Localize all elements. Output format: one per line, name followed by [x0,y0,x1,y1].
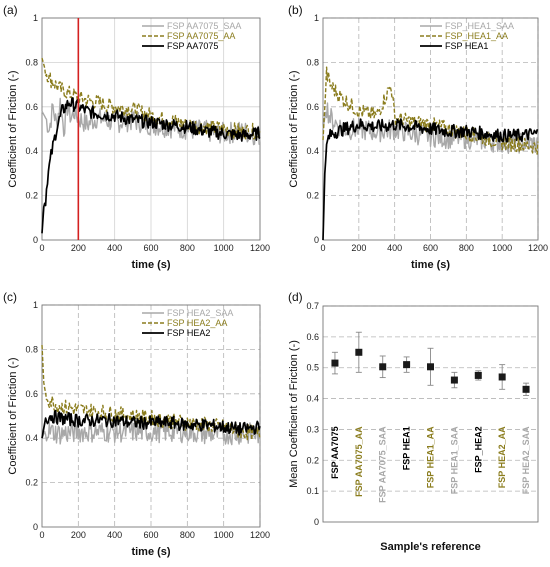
x-tick-label: 1000 [492,243,512,253]
y-axis-label: Coefficient of Friction (-) [7,357,19,474]
x-tick-label: 400 [107,530,122,540]
y-tick-label: 0 [33,235,38,245]
panel-label: (d) [288,290,303,304]
legend-entry: FSP HEA2_SAA [167,308,233,318]
x-tick-label: 200 [351,243,366,253]
data-point [403,361,411,369]
y-tick-label: 1 [314,13,319,23]
series-line-saa [322,102,539,154]
x-tick-label: 800 [459,243,474,253]
x-tick-label: 600 [423,243,438,253]
data-point [355,348,363,356]
x-axis-label: Sample's reference [380,541,480,553]
x-tick-label: 600 [143,243,158,253]
legend-entry: FSP_HEA1_AA [445,31,508,41]
y-tick-label: 0.4 [25,433,38,443]
y-tick-label: 0.8 [25,57,38,67]
panel-d-mean-friction: (d) 0 0.1 0.2 0.3 0.4 0.5 0.6 0.7 Sample's refere… [288,290,539,553]
series-line-saa [41,419,261,446]
y-tick-label: 0.4 [25,146,38,156]
category-label: FSP_HEA2 [473,426,483,473]
legend-entry: FSP HEA1 [445,41,488,51]
category-label: FSP AA7075_AA [354,426,364,497]
y-axis-label: Mean Coefficient of Friction (-) [288,340,300,488]
y-tick-label: 0.3 [306,424,319,434]
y-tick-label: 1 [33,300,38,310]
x-axis-label: time (s) [131,546,170,558]
data-point [427,363,434,371]
category-label: FSP HEA1_SAA [449,426,459,494]
category-label: FSP HEA1_AA [426,426,436,488]
x-axis-label: time (s) [411,259,450,271]
y-tick-label: 0.8 [306,57,319,67]
x-tick-label: 1200 [250,243,270,253]
y-tick-label: 0.1 [306,486,319,496]
panel-label: (a) [3,3,18,17]
category-label: FSP AA7075_SAA [378,426,388,503]
x-tick-label: 0 [39,530,44,540]
x-tick-label: 400 [387,243,402,253]
y-tick-label: 0.2 [306,191,319,201]
x-tick-label: 0 [39,243,44,253]
y-tick-label: 0.6 [25,389,38,399]
legend-entry: FSP HEA2 [167,328,210,338]
plot-frame [41,17,261,241]
panel-c-friction-vs-time: (c) 0 0.2 0.4 0.6 0.8 1 0 200 400 600 800 1000 1200 ti… [3,290,270,558]
data-point [522,385,530,393]
y-tick-label: 0.6 [25,102,38,112]
legend-entry: FSP AA7075_SAA [167,21,241,31]
category-label: FSP AA7075 [330,426,340,479]
y-tick-label: 1 [33,13,38,23]
category-label: FSP HEA1 [402,426,412,470]
data-point [474,371,482,379]
legend-entry: FSP AA7075 [167,41,218,51]
legend-entry: FSP HEA2_AA [167,318,227,328]
y-tick-label: 0.2 [306,455,319,465]
data-point [450,376,458,384]
panel-b-friction-vs-time: (b) 0 0.2 0.4 0.6 0.8 1 0 200 400 600 800 1000 1200 ti… [288,3,548,271]
y-tick-label: 0.2 [25,191,38,201]
y-tick-label: 0 [33,522,38,532]
y-tick-label: 0 [314,235,319,245]
plot-frame [322,305,539,523]
x-tick-label: 200 [71,530,86,540]
series-line-base [41,409,261,439]
y-tick-label: 0 [314,517,319,527]
category-label: FSP HEA2_AA [497,426,507,488]
x-tick-label: 200 [71,243,86,253]
panel-label: (b) [288,3,303,17]
x-tick-label: 1000 [214,530,234,540]
x-axis-label: time (s) [131,259,170,271]
panel-label: (c) [3,290,17,304]
y-tick-label: 0.7 [306,301,319,311]
x-tick-label: 600 [143,530,158,540]
data-point [498,373,506,381]
y-tick-label: 0.5 [306,363,319,373]
category-label: FSP HEA2_SAA [521,426,531,494]
legend-entry: FSP AA7075_AA [167,31,235,41]
y-tick-label: 0.4 [306,146,319,156]
plot-frame [41,304,261,528]
x-tick-label: 1200 [250,530,270,540]
y-tick-label: 0.8 [25,344,38,354]
data-point [331,359,339,367]
y-tick-label: 0.6 [306,102,319,112]
x-tick-label: 800 [180,243,195,253]
x-tick-label: 1000 [214,243,234,253]
y-tick-label: 0.6 [306,332,319,342]
legend-entry: FSP_HEA1_SAA [445,21,514,31]
x-tick-label: 0 [320,243,325,253]
y-tick-label: 0.2 [25,478,38,488]
x-tick-label: 400 [107,243,122,253]
series-line-base [322,118,539,241]
x-tick-label: 800 [180,530,195,540]
x-tick-label: 1200 [528,243,548,253]
y-axis-label: Coefficient of Friction (-) [7,70,19,187]
panel-a-friction-vs-time: (a) 0 0.2 0.4 0.6 0.8 1 0 200 400 600 800 1000 1200 ti… [3,3,270,271]
data-point [379,363,387,371]
y-tick-label: 0.4 [306,394,319,404]
y-axis-label: Coefficient of Friction (-) [288,70,300,187]
